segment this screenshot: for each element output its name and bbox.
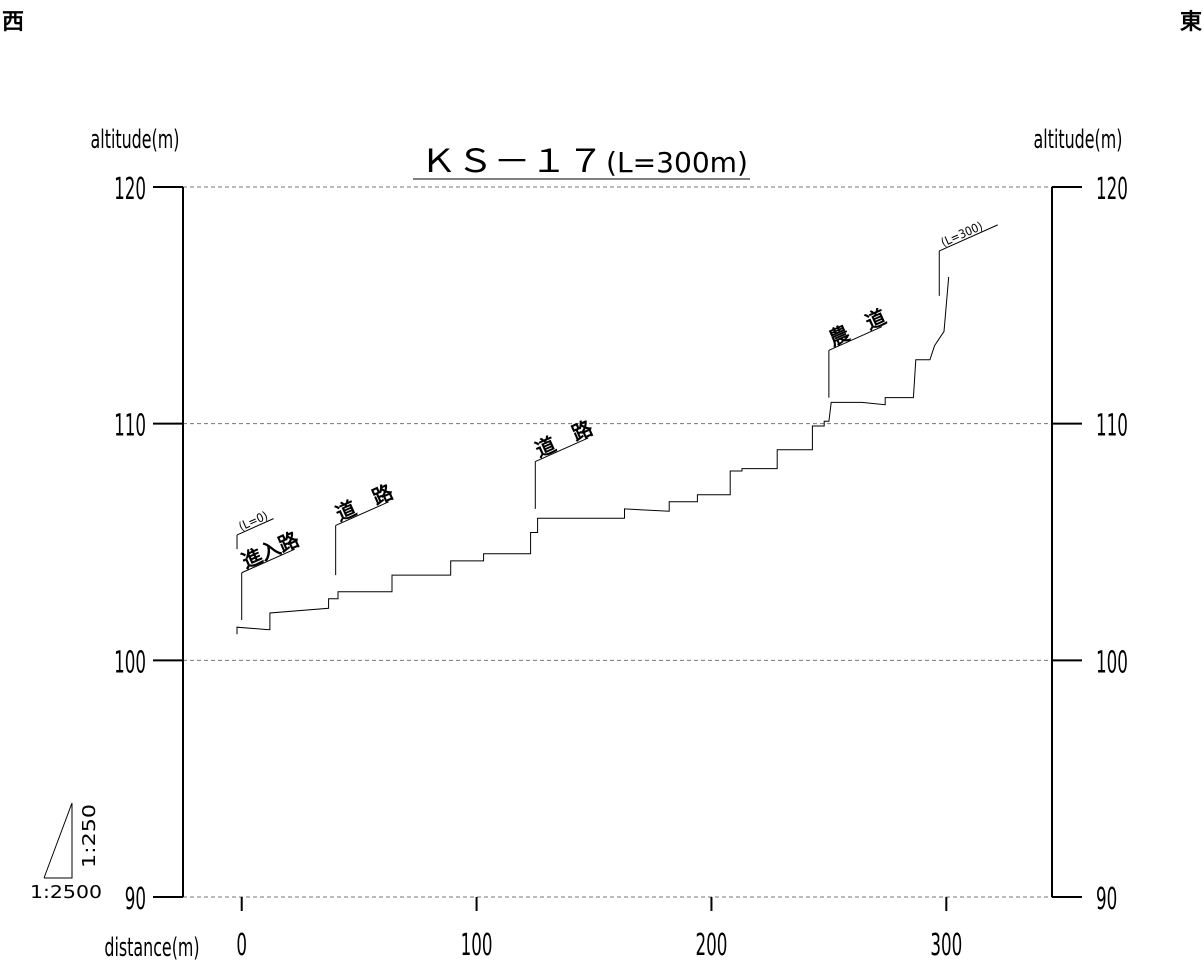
x-tick-label-200: 200 — [695, 927, 727, 962]
annotation-underline-2 — [335, 501, 389, 526]
horizontal-scale-label: 1:2500 — [30, 882, 102, 903]
grid-lines — [183, 186, 1052, 898]
annotation-label-4: 農 道 — [825, 305, 890, 351]
y-axis-label-left: altitude(m) — [91, 125, 180, 155]
ticks: 90 90 100 100 110 110 120 120 0 100 200 300 — [114, 171, 1128, 962]
axes — [182, 187, 1053, 897]
scale-indicator: 1:250 1:2500 — [30, 802, 102, 903]
y-tick-label-right-100: 100 — [1096, 645, 1128, 680]
x-tick-label-300: 300 — [930, 927, 962, 962]
y-tick-label-left-90: 90 — [125, 881, 146, 916]
y-tick-label-right-120: 120 — [1096, 171, 1128, 206]
y-axis-label-right: altitude(m) — [1034, 125, 1123, 155]
y-tick-label-left-110: 110 — [114, 408, 146, 443]
vertical-scale-label: 1:250 — [79, 804, 100, 868]
y-tick-label-right-90: 90 — [1096, 881, 1117, 916]
x-tick-label-0: 0 — [236, 927, 247, 962]
profile-layer — [236, 276, 950, 635]
chart-title: ＫＳ－１７ — [420, 142, 604, 180]
annotation-label-5: (L=300) — [939, 219, 985, 250]
annotation-label-1: 進入路 — [238, 527, 303, 574]
chart-title-suffix: (L=300m) — [606, 146, 748, 179]
annotation-underline-0 — [236, 518, 274, 536]
annotation-label-2: 道 路 — [332, 479, 397, 526]
east-label: 東 — [1179, 10, 1202, 35]
annotation-underline-4 — [828, 326, 883, 351]
west-label: 西 — [2, 10, 25, 35]
y-tick-label-right-110: 110 — [1096, 408, 1128, 443]
annotation-underline-1 — [241, 548, 295, 574]
x-tick-label-100: 100 — [461, 927, 493, 962]
profile-line-0 — [236, 276, 950, 635]
annotation-label-3: 道 路 — [532, 415, 597, 462]
x-axis-label: distance(m) — [104, 933, 199, 963]
annotation-underline-5 — [939, 224, 998, 252]
y-tick-label-left-120: 120 — [114, 171, 146, 206]
annotation-underline-3 — [535, 437, 589, 462]
annotation-label-0: (L=0) — [237, 509, 270, 534]
y-tick-label-left-100: 100 — [114, 645, 146, 680]
